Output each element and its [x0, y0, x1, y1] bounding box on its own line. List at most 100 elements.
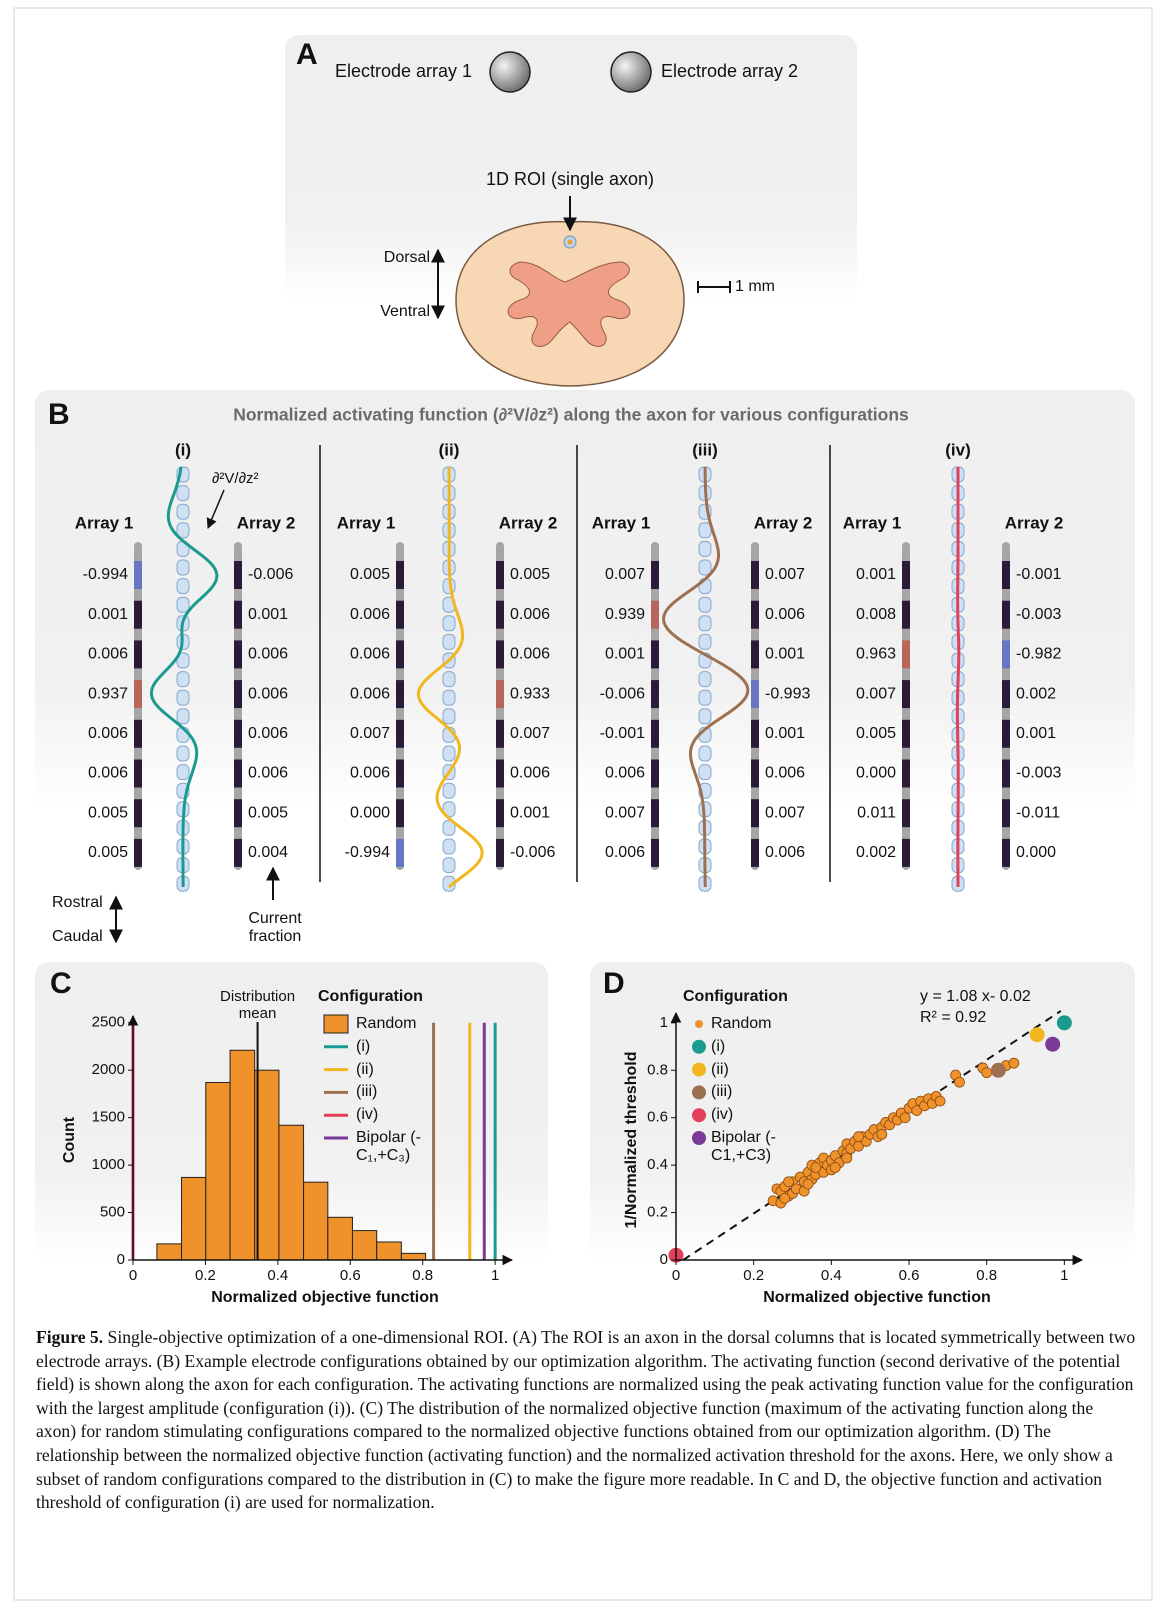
- current-fraction: 0.963: [856, 646, 896, 663]
- current-fraction: 0.006: [510, 606, 550, 623]
- current-fraction: -0.001: [1016, 566, 1061, 583]
- x-tick-label: 0.6: [340, 1267, 361, 1284]
- direction-label: Rostral: [52, 894, 103, 911]
- array-label: Array 2: [237, 513, 296, 532]
- x-tick-label: 0.4: [267, 1267, 288, 1284]
- current-fraction: -0.993: [765, 685, 810, 702]
- legend-label: Random: [711, 1015, 772, 1032]
- electrode-contact: [496, 799, 504, 828]
- configuration-label: (iii): [692, 440, 718, 459]
- activating-function: [149, 466, 219, 887]
- legend-swatch: [692, 1108, 706, 1123]
- current-fraction: 0.001: [765, 646, 805, 663]
- x-tick-label: 0.4: [821, 1267, 842, 1284]
- legend-label: Random: [356, 1015, 416, 1032]
- current-fraction: -0.006: [600, 685, 645, 702]
- current-fraction: 0.006: [248, 725, 288, 742]
- frame: [13, 7, 1153, 1601]
- legend-swatch: [692, 1131, 706, 1145]
- x-tick-label: 0.2: [743, 1267, 764, 1284]
- axon-node: [442, 745, 456, 762]
- electrode-contact: [396, 719, 404, 748]
- panel-bg: [35, 962, 548, 1262]
- electrode-contact: [134, 838, 142, 867]
- electrode-contact: [902, 799, 910, 828]
- electrode-label: Electrode array 1: [335, 61, 472, 81]
- legend-title: Configuration: [683, 988, 788, 1005]
- electrode-contact: [1002, 759, 1010, 788]
- panel-bg: [590, 962, 1135, 1262]
- y-tick-label: 2500: [92, 1014, 125, 1031]
- activating-function: [416, 467, 484, 889]
- scatter-point: [1056, 1015, 1072, 1031]
- legend-label: Bipolar (-C₁,+C₃): [356, 1129, 421, 1164]
- scatter-point: [899, 1112, 911, 1124]
- current-fraction: 0.005: [856, 725, 896, 742]
- current-fraction: 0.005: [248, 804, 288, 821]
- legend-label: (i): [711, 1037, 726, 1055]
- y-tick-label: 0.4: [647, 1156, 668, 1173]
- electrode-contact: [396, 640, 404, 669]
- current-fraction: 0.001: [856, 566, 896, 583]
- activating-function: [662, 467, 750, 887]
- axon-node: [698, 615, 712, 632]
- electrode-contact: [234, 719, 242, 748]
- electrode-contact: [1002, 600, 1010, 629]
- electrode-contact: [651, 600, 659, 629]
- legend-label: Bipolar (-C1,+C3): [711, 1129, 776, 1164]
- histogram-bar: [351, 1230, 378, 1261]
- electrode-contact: [134, 799, 142, 828]
- configuration-label: (iv): [945, 440, 971, 459]
- current-fraction: 0.006: [350, 606, 390, 623]
- axon-node: [698, 540, 712, 557]
- current-fraction: 0.007: [765, 566, 805, 583]
- y-tick-label: 0.6: [647, 1109, 668, 1126]
- scatter-point: [1029, 1027, 1045, 1043]
- current-fraction: -0.011: [1016, 804, 1060, 821]
- histogram-bar: [254, 1069, 280, 1261]
- legend-swatch: [692, 1085, 706, 1100]
- x-tick-label: 1: [491, 1267, 499, 1284]
- array-label: Array 1: [843, 513, 902, 532]
- x-tick-label: 0.2: [195, 1267, 216, 1284]
- electrode-contact: [396, 680, 404, 709]
- scatter-point: [876, 1128, 888, 1140]
- current-fraction: 0.002: [1016, 685, 1056, 702]
- axon-node: [442, 782, 456, 799]
- legend-label: (i): [356, 1037, 371, 1055]
- electrode-contact: [751, 640, 759, 669]
- panel-label: A: [296, 38, 318, 71]
- legend-label: (ii): [356, 1060, 374, 1078]
- electrode-contact: [496, 561, 504, 589]
- axon-node: [442, 857, 456, 874]
- current-fraction: -0.001: [600, 725, 645, 742]
- current-fraction: 0.007: [510, 725, 550, 742]
- electrode-contact: [1002, 680, 1010, 709]
- electrode-contact: [1002, 838, 1010, 867]
- axon-node: [176, 745, 190, 762]
- current-fraction: 0.006: [248, 765, 288, 782]
- electrode-contact: [234, 759, 242, 788]
- roi-label: 1D ROI (single axon): [486, 169, 654, 189]
- electrode-contact: [651, 680, 659, 709]
- scale-label: 1 mm: [735, 278, 775, 295]
- fit-equation: y = 1.08 x- 0.02: [920, 988, 1031, 1005]
- electrode-contact: [496, 680, 504, 709]
- current-fraction: 0.001: [765, 725, 805, 742]
- electrode-contact: [134, 561, 142, 589]
- scatter-point: [829, 1162, 841, 1173]
- current-fraction: 0.005: [88, 804, 128, 821]
- axon-node: [698, 764, 712, 781]
- axon-node: [176, 522, 190, 539]
- electrode-contact: [1002, 561, 1010, 589]
- electrode-contact: [234, 600, 242, 629]
- direction-label: Ventral: [380, 303, 430, 320]
- electrode-contact: [234, 640, 242, 669]
- current-fraction: 0.006: [248, 685, 288, 702]
- current-fraction: 0.006: [350, 765, 390, 782]
- current-fraction: 0.005: [350, 566, 390, 583]
- axon-node: [442, 689, 456, 706]
- electrode-contact: [496, 719, 504, 748]
- y-axis-label: Count: [61, 1116, 78, 1163]
- axon-node: [176, 485, 190, 502]
